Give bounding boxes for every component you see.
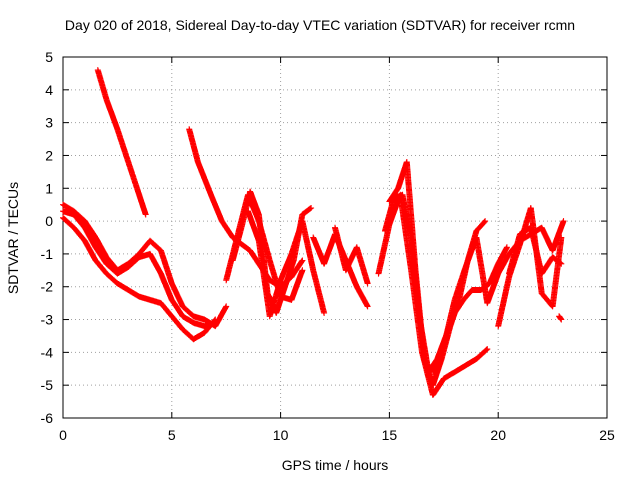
y-tick-label: 5 [45,49,53,65]
series-s4 [94,67,149,218]
series-markers [245,208,328,320]
data-points [60,67,567,398]
series-markers [506,224,565,277]
y-tick-label: -2 [41,279,54,295]
x-tick-label: 5 [168,427,176,443]
series-s1 [60,214,219,343]
y-tick-label: -4 [41,344,54,360]
y-axis-title: SDTVAR / TECUs [5,182,21,294]
y-tick-label: -3 [41,312,54,328]
y-tick-label: -1 [41,246,54,262]
series-markers [60,208,219,330]
x-tick-label: 10 [273,427,289,443]
series-s17 [556,313,565,323]
y-tick-label: 0 [45,213,53,229]
series-markers [495,205,565,330]
y-tick-label: -6 [41,410,54,426]
y-tick-label: 3 [45,115,53,131]
x-tick-label: 25 [599,427,615,443]
y-tick-label: 1 [45,180,53,196]
axis-ticks: 0 5 10 15 20 25 -6 -5 -4 -3 -2 -1 0 1 2 3 4 5 [41,49,615,443]
series-markers [556,313,565,323]
series-s16 [506,224,565,277]
y-tick-label: 2 [45,147,53,163]
y-tick-label: 4 [45,82,53,98]
x-axis-title: GPS time / hours [282,457,389,473]
series-s2 [60,208,219,330]
grid-lines [63,57,607,418]
x-tick-label: 15 [382,427,398,443]
series-markers [60,201,230,330]
chart-title: Day 020 of 2018, Sidereal Day-to-day VTE… [65,17,575,33]
plot-frame [62,56,608,419]
series-s3 [60,201,230,330]
series-markers [94,67,149,218]
series-s8 [245,208,328,320]
series-markers [332,224,371,287]
series-s10 [332,224,371,287]
series-markers [60,214,219,343]
x-tick-label: 0 [59,427,67,443]
x-tick-label: 20 [490,427,506,443]
y-tick-label: -5 [41,377,54,393]
series-s14 [429,218,567,376]
series-s15 [495,205,565,330]
series-markers [429,218,567,376]
